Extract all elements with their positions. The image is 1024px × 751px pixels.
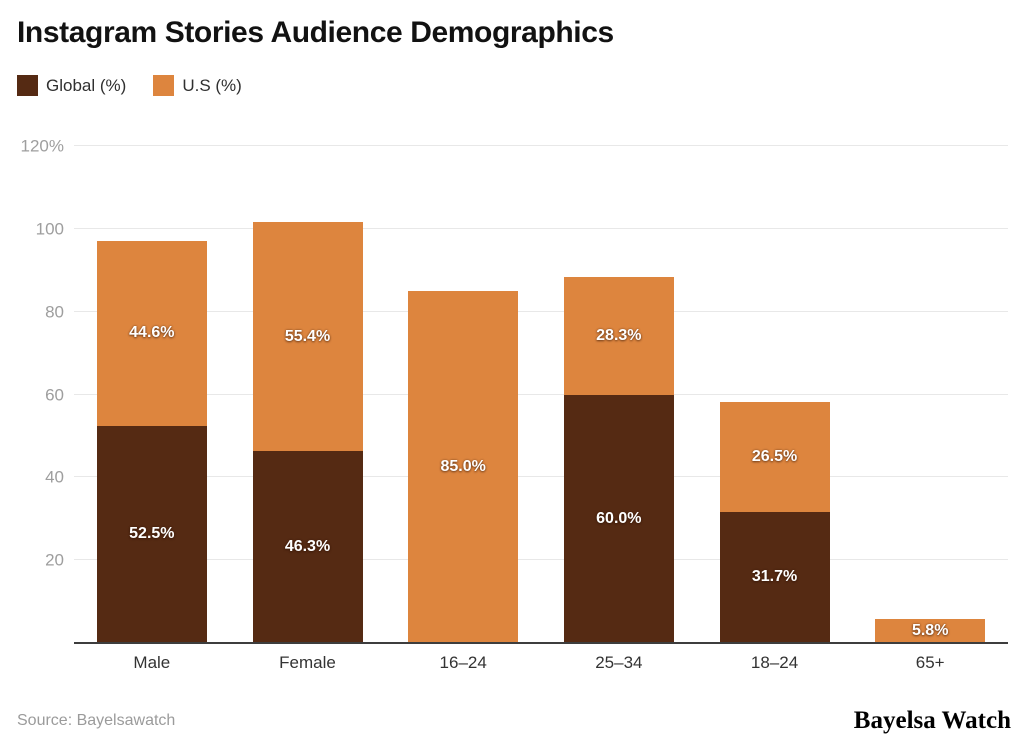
grid-line <box>74 145 1008 146</box>
legend: Global (%) U.S (%) <box>17 75 242 96</box>
stacked-bar: 85.0% <box>408 290 519 643</box>
y-tick-label: 40 <box>45 467 64 487</box>
y-tick-label: 80 <box>45 302 64 322</box>
bar-value-label: 85.0% <box>440 457 486 475</box>
chart-title: Instagram Stories Audience Demographics <box>17 16 614 49</box>
us-series-swatch-icon <box>153 75 175 96</box>
bar-segment: 26.5% <box>719 401 830 512</box>
bar-value-label: 26.5% <box>751 447 798 465</box>
bar-value-label: 44.6% <box>129 324 175 342</box>
grid-line <box>74 476 1008 478</box>
stacked-bar: 44.6% 52.5% <box>96 240 207 643</box>
stacked-bar: 5.8% <box>875 618 986 643</box>
bar-value-label: 31.7% <box>751 568 798 586</box>
bar-segment: 60.0% <box>563 394 674 643</box>
bar-column-25-34: 28.3% 60.0% <box>541 146 697 643</box>
source-note: Source: Bayelsawatch <box>17 712 176 729</box>
x-axis-label: 65+ <box>915 653 945 672</box>
bar-segment: 5.8% <box>875 618 986 643</box>
y-tick-label: 20 <box>45 550 64 570</box>
grid-line <box>74 559 1008 561</box>
grid-line <box>74 227 1008 229</box>
x-axis-label: 16–24 <box>439 653 487 672</box>
bar-segment: 44.6% <box>96 240 207 426</box>
bar-value-label: 52.5% <box>129 525 175 543</box>
grid-layer <box>74 145 1008 643</box>
x-axis-line <box>74 642 1008 644</box>
x-axis-labels: Male Female 16–24 25–34 18–24 65+ <box>74 653 1008 673</box>
bar-column-male: 44.6% 52.5% <box>74 146 230 643</box>
bar-segment: 28.3% <box>563 277 674 395</box>
bar-value-label: 28.3% <box>596 326 642 344</box>
grid-line <box>74 393 1008 395</box>
global-series-swatch-icon <box>17 75 38 96</box>
y-axis: 20 40 60 80 100 120% <box>0 138 64 643</box>
x-axis-label: 25–34 <box>595 653 643 672</box>
bar-segment: 55.4% <box>252 221 363 452</box>
y-tick-label: 120% <box>20 136 64 156</box>
bar-segment: 52.5% <box>96 425 207 643</box>
bar-value-label: 55.4% <box>284 327 331 345</box>
legend-item-us: U.S (%) <box>153 75 242 96</box>
bar-value-label: 5.8% <box>911 621 949 639</box>
stacked-bar: 26.5% 31.7% <box>719 401 830 643</box>
legend-label-us: U.S (%) <box>182 75 242 95</box>
x-axis-label: Male <box>133 653 171 672</box>
stacked-bar: 55.4% 46.3% <box>252 221 363 643</box>
bar-column-female: 55.4% 46.3% <box>230 146 386 643</box>
bar-column-18-24: 26.5% 31.7% <box>697 146 853 643</box>
bar-column-16-24: 85.0% <box>385 146 541 643</box>
stacked-bar: 28.3% 60.0% <box>563 277 674 643</box>
bar-value-label: 60.0% <box>596 509 642 527</box>
bar-segment: 46.3% <box>252 451 363 643</box>
x-axis-label: Female <box>279 653 336 672</box>
legend-label-global: Global (%) <box>46 75 127 95</box>
bar-segment: 85.0% <box>408 290 519 643</box>
x-axis-label: 18–24 <box>750 653 799 672</box>
y-tick-label: 60 <box>45 385 64 404</box>
legend-item-global: Global (%) <box>17 75 126 96</box>
brand-logo: Bayelsa Watch <box>853 707 1011 734</box>
bar-column-65-: 5.8% <box>852 146 1008 643</box>
grid-line <box>74 310 1008 312</box>
y-tick-label: 100 <box>35 219 64 239</box>
plot-area: 44.6% 52.5% 55.4% 46.3% 85.0% 28.3% 60.0% 26.5%… <box>74 146 1008 643</box>
bar-value-label: 46.3% <box>284 538 331 556</box>
bar-segment: 31.7% <box>719 511 830 643</box>
